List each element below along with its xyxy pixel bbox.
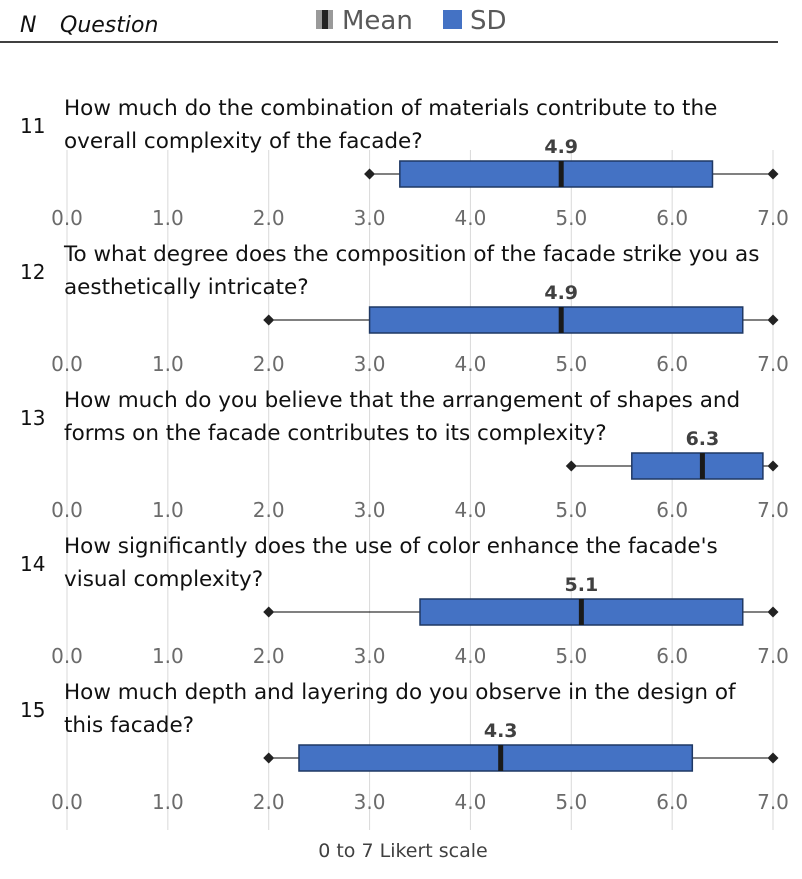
- min-point: [364, 168, 376, 180]
- min-point: [263, 314, 275, 326]
- legend-mean-label: Mean: [342, 6, 413, 36]
- sd-box: [631, 452, 764, 480]
- question-text-line: How much depth and layering do you obser…: [64, 680, 736, 705]
- tick-label: 3.0: [354, 790, 386, 814]
- tick-label: 4.0: [455, 790, 487, 814]
- tick-label: 0.0: [51, 498, 83, 522]
- question-text-line: How significantly does the use of color …: [64, 534, 718, 559]
- question-number: 15: [20, 698, 45, 722]
- tick-label: 3.0: [354, 498, 386, 522]
- tick-label: 5.0: [555, 206, 587, 230]
- tick-label: 4.0: [455, 352, 487, 376]
- question-rows: 11 How much do the combination of materia…: [20, 96, 789, 814]
- x-axis-label: 0 to 7 Likert scale: [318, 840, 488, 862]
- tick-label: 0.0: [51, 352, 83, 376]
- sd-box-icon: [443, 10, 462, 29]
- question-number: 12: [20, 260, 45, 284]
- tick-label: 1.0: [152, 352, 184, 376]
- mean-label: 4.9: [544, 282, 578, 304]
- tick-label: 2.0: [253, 644, 285, 668]
- tick-label: 2.0: [253, 790, 285, 814]
- sd-box: [399, 160, 714, 188]
- tick-label: 7.0: [757, 790, 789, 814]
- tick-label: 0.0: [51, 790, 83, 814]
- gridlines: [66, 150, 774, 830]
- mean-label: 6.3: [686, 428, 720, 450]
- tick-label: 1.0: [152, 206, 184, 230]
- question-text-line: forms on the facade contributes to its c…: [64, 421, 607, 446]
- tick-label: 2.0: [253, 352, 285, 376]
- tick-label: 6.0: [656, 498, 688, 522]
- tick-label: 3.0: [354, 352, 386, 376]
- tick-label: 4.0: [455, 644, 487, 668]
- question-text-line: aesthetically intricate?: [64, 275, 309, 300]
- min-point: [565, 460, 577, 472]
- tick-label: 1.0: [152, 790, 184, 814]
- header-question-label: Question: [60, 13, 158, 38]
- tick-label: 3.0: [354, 644, 386, 668]
- tick-label: 6.0: [656, 352, 688, 376]
- mean-label: 5.1: [565, 574, 599, 596]
- mean-marker: [558, 161, 564, 187]
- tick-label: 6.0: [656, 644, 688, 668]
- tick-label: 6.0: [656, 206, 688, 230]
- tick-label: 7.0: [757, 206, 789, 230]
- max-point: [767, 460, 779, 472]
- tick-label: 3.0: [354, 206, 386, 230]
- question-number: 11: [20, 114, 45, 138]
- tick-label: 0.0: [51, 206, 83, 230]
- min-point: [263, 606, 275, 618]
- sd-box: [368, 306, 744, 334]
- tick-label: 5.0: [555, 498, 587, 522]
- tick-label: 6.0: [656, 790, 688, 814]
- question-text-line: overall complexity of the facade?: [64, 129, 423, 154]
- min-point: [263, 752, 275, 764]
- tick-label: 7.0: [757, 352, 789, 376]
- tick-label: 2.0: [253, 206, 285, 230]
- mean-label: 4.3: [484, 720, 518, 742]
- tick-label: 1.0: [152, 498, 184, 522]
- mean-marker: [699, 453, 705, 479]
- legend-sd-label: SD: [470, 6, 507, 36]
- mean-marker: [578, 599, 584, 625]
- header-n-label: N: [20, 13, 36, 38]
- max-point: [767, 606, 779, 618]
- max-point: [767, 314, 779, 326]
- question-text-line: To what degree does the composition of t…: [63, 242, 759, 267]
- mean-marker: [498, 745, 504, 771]
- tick-label: 5.0: [555, 644, 587, 668]
- question-number: 14: [20, 552, 45, 576]
- tick-label: 4.0: [455, 206, 487, 230]
- mean-marker: [558, 307, 564, 333]
- mean-label: 4.9: [544, 136, 578, 158]
- tick-label: 1.0: [152, 644, 184, 668]
- tick-label: 2.0: [253, 498, 285, 522]
- max-point: [767, 168, 779, 180]
- question-text-line: How much do the combination of materials…: [64, 96, 717, 121]
- legend: Mean SD: [316, 6, 507, 36]
- max-point: [767, 752, 779, 764]
- tick-label: 5.0: [555, 352, 587, 376]
- tick-label: 0.0: [51, 644, 83, 668]
- question-row: 14 How significantly does the use of colo…: [20, 534, 789, 668]
- tick-label: 7.0: [757, 498, 789, 522]
- question-text-line: How much do you believe that the arrange…: [64, 388, 740, 413]
- sd-box: [298, 744, 694, 772]
- question-row: 15 How much depth and layering do you obs…: [20, 680, 789, 814]
- question-number: 13: [20, 406, 45, 430]
- mean-marker-icon: [316, 10, 333, 29]
- tick-label: 7.0: [757, 644, 789, 668]
- question-row: 12 To what degree does the composition of…: [20, 242, 789, 376]
- question-row: 11 How much do the combination of materia…: [20, 96, 789, 230]
- question-text-line: visual complexity?: [64, 567, 263, 592]
- question-text-line: this facade?: [64, 713, 194, 738]
- question-row: 13 How much do you believe that the arran…: [20, 388, 789, 522]
- tick-label: 4.0: [455, 498, 487, 522]
- tick-label: 5.0: [555, 790, 587, 814]
